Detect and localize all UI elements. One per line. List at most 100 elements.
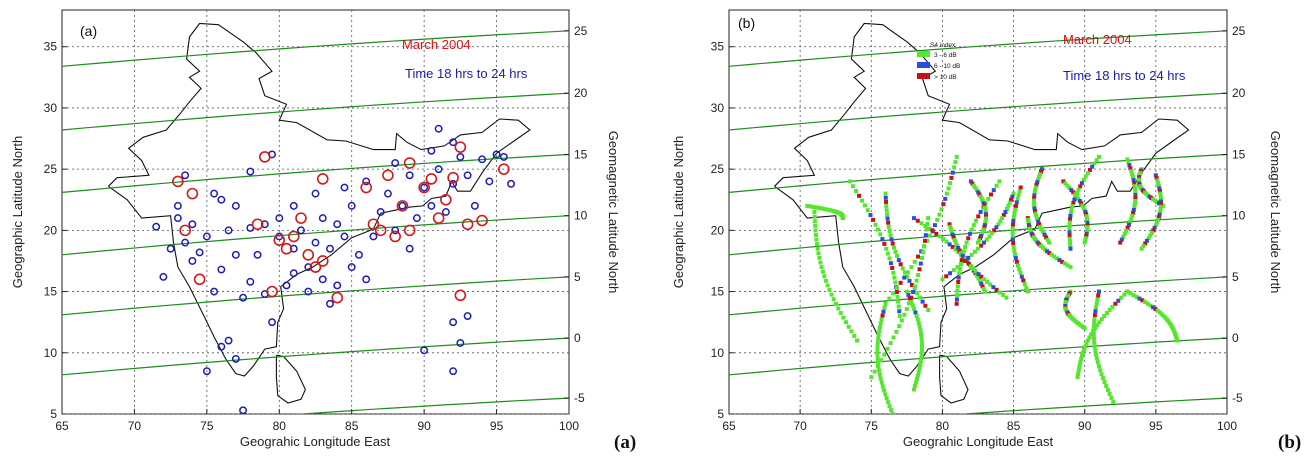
x-tick-label: 100 bbox=[559, 419, 579, 433]
track-marker bbox=[983, 210, 988, 214]
track-marker bbox=[974, 188, 979, 193]
track-marker bbox=[872, 369, 877, 374]
track-marker bbox=[1076, 372, 1081, 377]
track-marker bbox=[905, 270, 910, 275]
track-marker bbox=[1158, 204, 1163, 209]
track-marker bbox=[1001, 293, 1006, 298]
track-marker bbox=[1036, 177, 1041, 182]
track-marker bbox=[895, 253, 900, 258]
track-marker bbox=[1032, 193, 1037, 198]
track-marker bbox=[844, 320, 849, 325]
x-tick-label: 75 bbox=[200, 419, 214, 433]
y-tick-label-left: 30 bbox=[711, 101, 725, 115]
track-marker bbox=[997, 179, 1002, 184]
track-marker bbox=[881, 309, 886, 314]
blue-circle-point bbox=[449, 367, 458, 376]
track-marker bbox=[996, 222, 1001, 227]
track-marker bbox=[887, 256, 892, 261]
track-marker bbox=[854, 189, 859, 194]
y-tick-label-right: 25 bbox=[574, 24, 588, 38]
track-marker bbox=[918, 261, 923, 266]
geomagnetic-latitude-line bbox=[729, 153, 1227, 193]
track-marker bbox=[1084, 341, 1089, 346]
track-marker bbox=[879, 358, 884, 363]
track-marker bbox=[1151, 305, 1156, 310]
track-marker bbox=[953, 160, 958, 165]
track-marker bbox=[1033, 211, 1038, 216]
geomagnetic-latitude-line bbox=[729, 92, 1227, 131]
track-marker bbox=[926, 307, 931, 312]
track-marker bbox=[1087, 168, 1092, 173]
blue-circle-point bbox=[231, 250, 240, 259]
track-marker bbox=[912, 307, 917, 312]
track-marker bbox=[1047, 240, 1052, 245]
track-marker bbox=[1082, 326, 1087, 331]
track-marker bbox=[983, 220, 988, 225]
track-marker bbox=[966, 236, 971, 241]
panel-b-time-title: Time 18 hrs to 24 hrs bbox=[1063, 68, 1186, 83]
track-marker bbox=[896, 258, 901, 263]
track-marker bbox=[919, 342, 924, 347]
track-marker bbox=[964, 240, 969, 245]
track-marker bbox=[889, 237, 894, 242]
track-marker bbox=[825, 283, 830, 288]
x-tick-label: 75 bbox=[865, 419, 879, 433]
track-marker bbox=[877, 329, 882, 334]
track-marker bbox=[1076, 369, 1081, 374]
track-marker bbox=[895, 294, 900, 299]
red-circle-point bbox=[316, 255, 329, 267]
track-marker bbox=[940, 277, 945, 282]
track-marker bbox=[1079, 201, 1084, 206]
track-marker bbox=[868, 213, 873, 218]
track-marker bbox=[1090, 329, 1095, 334]
track-marker bbox=[1067, 223, 1072, 228]
track-marker bbox=[980, 229, 985, 234]
legend-swatch-high bbox=[917, 73, 930, 79]
track-marker bbox=[977, 192, 982, 197]
track-marker bbox=[1083, 210, 1088, 214]
x-tick-label: 85 bbox=[1007, 419, 1021, 433]
track-marker bbox=[823, 278, 828, 283]
track-marker bbox=[1158, 207, 1163, 212]
track-marker bbox=[1068, 210, 1073, 215]
track-marker bbox=[891, 335, 896, 340]
track-marker bbox=[924, 227, 929, 232]
track-marker bbox=[1063, 181, 1068, 186]
blue-circle-point bbox=[195, 248, 204, 257]
red-circle-point bbox=[382, 169, 394, 182]
track-marker bbox=[966, 255, 971, 260]
geomagnetic-latitude-line bbox=[956, 397, 1227, 414]
track-marker bbox=[941, 202, 946, 207]
panel-b-tag: (b) bbox=[738, 15, 755, 31]
track-marker bbox=[1068, 246, 1073, 251]
track-marker bbox=[980, 284, 985, 289]
track-marker bbox=[1084, 229, 1089, 234]
track-marker bbox=[884, 208, 889, 213]
track-marker bbox=[1061, 179, 1066, 184]
red-circle-point bbox=[403, 157, 416, 169]
track-marker bbox=[1083, 344, 1088, 349]
track-marker bbox=[919, 349, 924, 354]
track-marker bbox=[909, 283, 914, 288]
track-marker bbox=[875, 227, 880, 232]
red-circle-point bbox=[309, 261, 322, 273]
track-marker bbox=[883, 191, 888, 196]
track-marker bbox=[949, 230, 954, 235]
track-marker bbox=[926, 216, 931, 221]
sri-lanka-outline bbox=[275, 354, 307, 404]
track-marker bbox=[1153, 223, 1158, 228]
track-marker bbox=[981, 227, 986, 232]
blue-circle-point bbox=[289, 244, 298, 253]
track-marker bbox=[971, 266, 976, 271]
track-marker bbox=[1057, 258, 1062, 263]
track-marker bbox=[888, 261, 893, 266]
track-marker bbox=[920, 345, 925, 350]
track-marker bbox=[919, 356, 924, 361]
track-marker bbox=[1132, 184, 1137, 189]
blue-circle-point bbox=[434, 124, 443, 133]
track-marker bbox=[1154, 220, 1159, 225]
track-marker bbox=[1125, 289, 1130, 294]
track-marker bbox=[890, 412, 895, 414]
track-marker bbox=[850, 184, 855, 189]
track-marker bbox=[1159, 202, 1164, 207]
